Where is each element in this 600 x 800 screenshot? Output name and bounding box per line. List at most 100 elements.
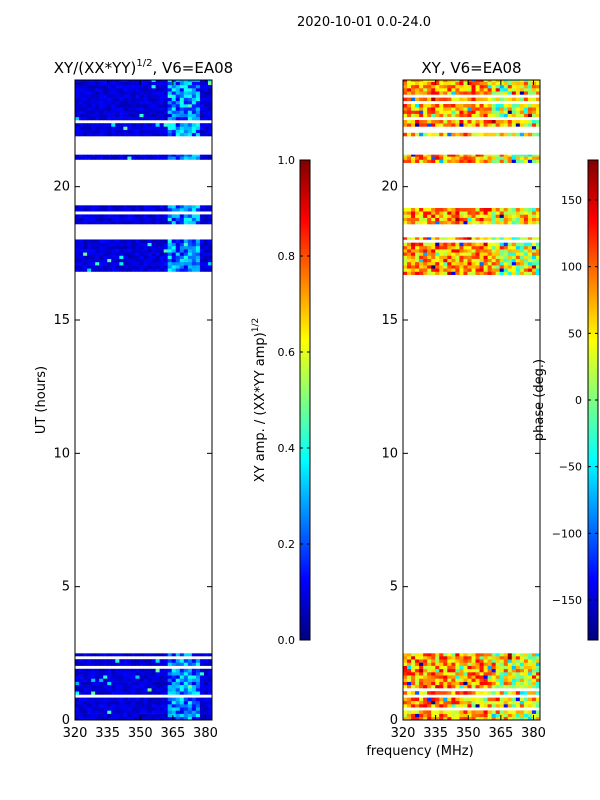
heatmap-cell <box>407 249 412 253</box>
heatmap-cell <box>75 653 80 657</box>
heatmap-cell <box>115 265 120 269</box>
heatmap-cell <box>83 132 88 137</box>
heatmap-cell <box>495 659 501 663</box>
heatmap-cell <box>487 265 493 269</box>
heatmap-cell <box>455 237 460 240</box>
heatmap-cell <box>527 672 533 676</box>
heatmap-cell <box>147 675 152 679</box>
colorbar-tick-label: 0 <box>575 394 582 407</box>
heatmap-cell <box>523 84 529 89</box>
heatmap-cell <box>151 245 156 250</box>
heatmap-cell <box>511 258 517 263</box>
heatmap-cell <box>87 245 92 250</box>
heatmap-cell <box>427 681 432 686</box>
heatmap-cell <box>75 681 80 686</box>
heatmap-cell <box>123 691 128 695</box>
heatmap-cell <box>167 84 173 89</box>
heatmap-cell <box>207 156 212 160</box>
heatmap-cell <box>471 659 476 663</box>
heatmap-cell <box>483 123 489 127</box>
heatmap-cell <box>207 678 212 682</box>
heatmap-cell <box>103 110 108 114</box>
y-tick-label: 15 <box>381 313 398 328</box>
heatmap-cell <box>87 675 92 679</box>
heatmap-cell <box>99 94 104 98</box>
heatmap-cell <box>195 668 201 673</box>
heatmap-cell <box>111 84 116 89</box>
heatmap-cell <box>427 668 432 673</box>
heatmap-cell <box>199 132 205 137</box>
heatmap-cell <box>103 205 108 209</box>
heatmap-cell <box>87 691 92 695</box>
heatmap-cell <box>151 249 156 253</box>
heatmap-cell <box>147 707 152 711</box>
heatmap-cell <box>511 252 517 256</box>
heatmap-cell <box>171 84 177 89</box>
heatmap-cell <box>163 126 169 130</box>
heatmap-cell <box>191 208 197 212</box>
heatmap-cell <box>499 91 505 95</box>
heatmap-cell <box>75 662 80 666</box>
heatmap-cell <box>203 217 209 222</box>
colorbar-tick-label: 100 <box>561 261 582 274</box>
heatmap-cell <box>95 688 100 692</box>
heatmap-cell <box>427 237 432 240</box>
heatmap-cell <box>423 678 428 682</box>
heatmap-cell <box>455 123 460 127</box>
heatmap-cell <box>507 258 513 263</box>
heatmap-cell <box>467 123 472 127</box>
heatmap-cell <box>163 675 169 679</box>
heatmap-cell <box>527 91 533 95</box>
heatmap-cell <box>135 91 140 95</box>
heatmap-cell <box>471 242 476 247</box>
heatmap-cell <box>91 100 96 105</box>
heatmap-cell <box>91 208 96 212</box>
heatmap-cell <box>123 704 128 708</box>
heatmap-cell <box>523 668 529 673</box>
heatmap-cell <box>407 123 412 127</box>
heatmap-cell <box>483 691 489 695</box>
heatmap-cell <box>127 678 132 682</box>
heatmap-cell <box>451 678 456 682</box>
heatmap-cell <box>491 208 497 212</box>
heatmap-cell <box>523 704 529 708</box>
heatmap-cell <box>75 255 80 259</box>
heatmap-cell <box>191 129 197 134</box>
heatmap-cell <box>87 132 92 137</box>
heatmap-cell <box>507 691 513 695</box>
heatmap-cell <box>459 271 464 275</box>
heatmap-cell <box>459 716 464 720</box>
heatmap-cell <box>443 97 448 102</box>
heatmap-cell <box>163 113 169 118</box>
heatmap-cell <box>95 156 100 160</box>
heatmap-cell <box>507 81 513 86</box>
heatmap-cell <box>455 704 460 708</box>
heatmap-cell <box>171 713 177 718</box>
heatmap-cell <box>459 220 464 225</box>
heatmap-cell <box>187 116 193 121</box>
heatmap-cell <box>203 208 209 212</box>
heatmap-cell <box>507 252 513 256</box>
heatmap-cell <box>531 159 537 163</box>
heatmap-cell <box>95 217 100 222</box>
heatmap-cell <box>163 684 169 689</box>
heatmap-cell <box>535 659 540 663</box>
heatmap-cell <box>455 211 460 215</box>
heatmap-cell <box>411 697 416 702</box>
heatmap-cell <box>423 659 428 663</box>
heatmap-cell <box>503 672 509 676</box>
heatmap-cell <box>87 217 92 222</box>
heatmap-cell <box>159 707 165 711</box>
heatmap-cell <box>403 665 408 670</box>
heatmap-cell <box>531 242 537 247</box>
heatmap-cell <box>471 710 476 714</box>
heatmap-cell <box>143 214 148 218</box>
heatmap-cell <box>483 110 489 114</box>
heatmap-cell <box>479 697 484 702</box>
heatmap-cell <box>79 110 84 114</box>
heatmap-cell <box>127 116 132 121</box>
heatmap-cell <box>123 713 128 718</box>
heatmap-cell <box>467 656 472 660</box>
heatmap-cell <box>519 88 525 92</box>
heatmap-cell <box>407 113 412 118</box>
